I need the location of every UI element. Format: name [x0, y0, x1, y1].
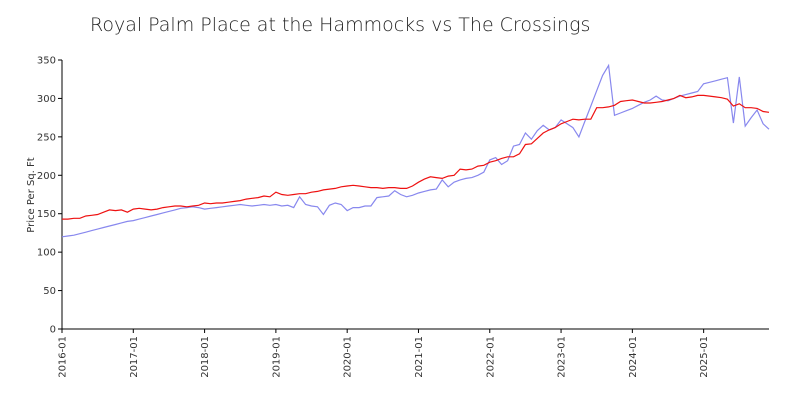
y-tick-label: 0: [50, 325, 56, 336]
y-tick-label: 150: [37, 209, 56, 220]
x-tick-label: 2016-01: [58, 336, 69, 378]
x-tick-label: 2023-01: [557, 336, 568, 378]
x-tick-label: 2018-01: [200, 336, 211, 378]
y-tick-label: 250: [37, 132, 56, 143]
x-tick-label: 2020-01: [343, 336, 354, 378]
y-tick-label: 200: [37, 171, 56, 182]
x-tick-label: 2025-01: [699, 336, 710, 378]
y-tick-label: 100: [37, 248, 56, 259]
series-line: [61, 63, 770, 238]
y-tick-label: 350: [37, 56, 56, 67]
series-line: [62, 94, 770, 220]
x-tick-label: 2024-01: [628, 336, 639, 378]
y-tick-label: 50: [43, 286, 56, 297]
x-tick-label: 2019-01: [271, 336, 282, 378]
x-tick-label: 2022-01: [485, 336, 496, 378]
x-tick-label: 2017-01: [129, 336, 140, 378]
y-axis-label: Price Per Sq. Ft: [26, 157, 37, 232]
chart-title: Royal Palm Place at the Hammocks vs The …: [90, 14, 590, 36]
x-tick-label: 2021-01: [414, 336, 425, 378]
y-tick-label: 300: [37, 94, 56, 105]
